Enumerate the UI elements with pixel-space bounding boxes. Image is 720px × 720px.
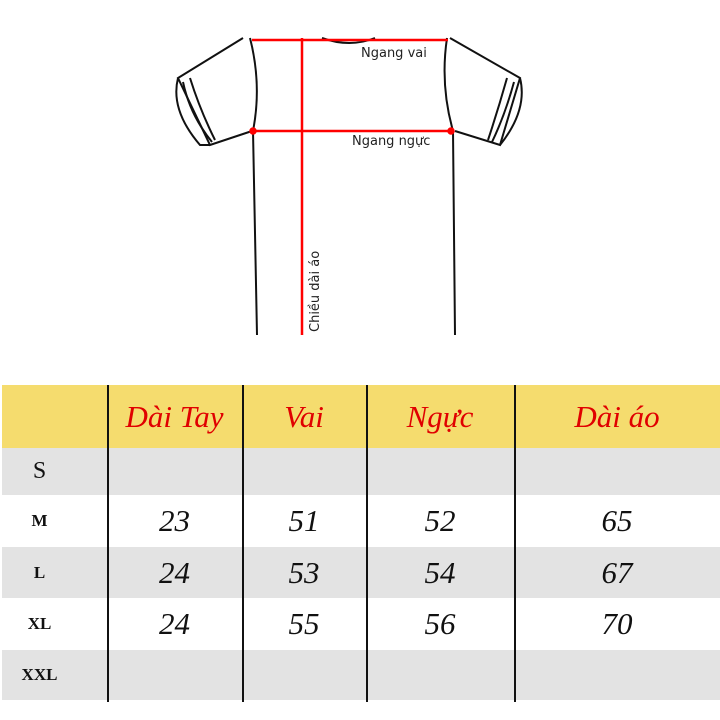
length-label: Chiều dài áo	[308, 250, 323, 332]
measurement-cell: 53	[288, 554, 320, 590]
tshirt-outline	[175, 37, 523, 336]
shoulder-label: Ngang vai	[361, 46, 427, 61]
measurement-cell	[366, 650, 514, 700]
size-label: XXL	[21, 665, 58, 684]
measurement-cell: 67	[601, 554, 633, 590]
table-row: S	[2, 448, 720, 495]
measurement-cell	[107, 448, 242, 495]
measurement-cell: 65	[601, 503, 633, 538]
column-divider	[107, 385, 109, 702]
column-header	[2, 385, 107, 448]
size-label: S	[32, 458, 47, 484]
column-header: Dài áo	[574, 398, 660, 434]
column-header: Ngực	[406, 398, 474, 434]
column-divider	[242, 385, 244, 702]
table-row: XXL	[2, 650, 720, 700]
column-header: Vai	[284, 398, 324, 434]
measurement-cell	[514, 650, 720, 700]
measurement-cell: 51	[288, 503, 320, 538]
table-row: M 23 51 52 65	[2, 495, 720, 547]
table-row: XL 24 55 56 70	[2, 598, 720, 650]
chest-label: Ngang ngực	[352, 134, 431, 149]
column-divider	[514, 385, 516, 702]
measurement-cell: 24	[159, 554, 190, 590]
column-header: Dài Tay	[125, 398, 224, 434]
table-row: L 24 53 54 67	[2, 547, 720, 598]
column-divider	[366, 385, 368, 702]
measurement-cell: 24	[159, 606, 190, 641]
measurement-cell	[366, 448, 514, 495]
measurement-cell: 52	[424, 503, 456, 538]
table-header-row: Dài Tay Vai Ngực Dài áo	[2, 385, 720, 448]
measurement-cell: 56	[424, 606, 456, 641]
size-label: XL	[27, 614, 52, 633]
measurement-cell: 55	[288, 606, 320, 641]
measurement-cell	[242, 448, 366, 495]
size-label: L	[33, 562, 46, 582]
measurement-cell: 23	[159, 503, 190, 538]
tshirt-measurement-diagram: Ngang vai Ngang ngực Chiều dài áo	[0, 0, 720, 345]
measurement-cell	[107, 650, 242, 700]
measurement-cell: 70	[601, 606, 633, 641]
size-label: M	[31, 511, 48, 530]
measurement-cell	[514, 448, 720, 495]
measurement-cell	[242, 650, 366, 700]
measurement-cell: 54	[424, 554, 456, 590]
